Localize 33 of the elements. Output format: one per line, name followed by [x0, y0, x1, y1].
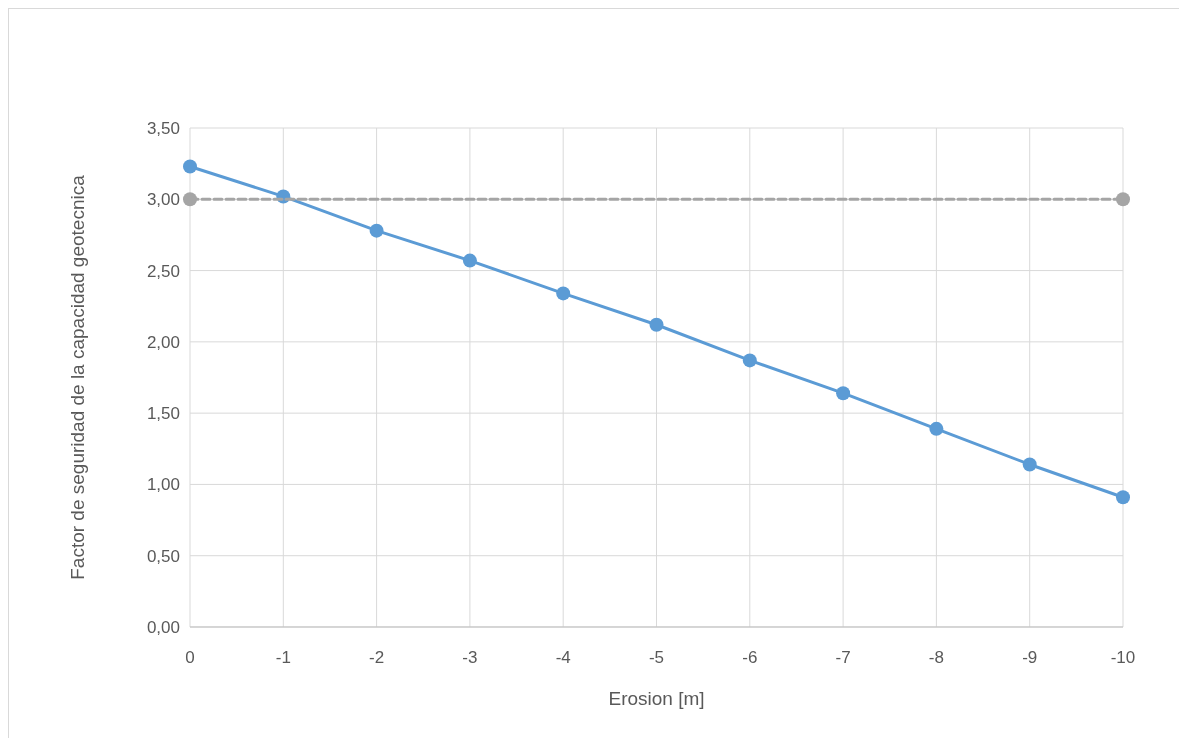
- x-tick-label: -9: [1022, 648, 1038, 667]
- x-tick-label: 0: [185, 648, 195, 667]
- x-tick-label: -10: [1110, 648, 1136, 667]
- y-tick-label: 0,00: [146, 617, 180, 637]
- point: [556, 286, 571, 301]
- point: [929, 421, 944, 436]
- x-tick-label: -6: [742, 648, 758, 667]
- y-tick-label: 3,50: [146, 118, 180, 138]
- x-tick-label: -7: [835, 648, 851, 667]
- x-tick-label: -3: [462, 648, 478, 667]
- point: [462, 253, 477, 268]
- y-tick-label: 3,00: [146, 190, 180, 210]
- x-tick-label: -4: [555, 648, 571, 667]
- point: [649, 317, 664, 332]
- y-tick-label: 1,50: [146, 404, 180, 424]
- x-tick-label: -1: [275, 648, 291, 667]
- y-axis-title: Factor de seguridad de la capacidad geotecnica: [67, 174, 88, 580]
- x-tick-label: -8: [928, 648, 944, 667]
- y-tick-label: 0,50: [146, 546, 180, 566]
- point: [369, 223, 384, 238]
- y-tick-label: 2,50: [146, 261, 180, 281]
- point: [1116, 490, 1130, 505]
- point: [1022, 457, 1037, 472]
- point: [183, 159, 197, 174]
- point: [836, 386, 851, 401]
- point: [742, 353, 757, 368]
- point: [1116, 192, 1130, 207]
- point: [183, 192, 197, 207]
- x-axis-title: Erosion [m]: [608, 688, 705, 709]
- x-tick-label: -2: [369, 648, 385, 667]
- x-tick-label: -5: [648, 648, 665, 667]
- y-tick-label: 1,00: [146, 475, 180, 495]
- y-tick-label: 2,00: [146, 332, 180, 352]
